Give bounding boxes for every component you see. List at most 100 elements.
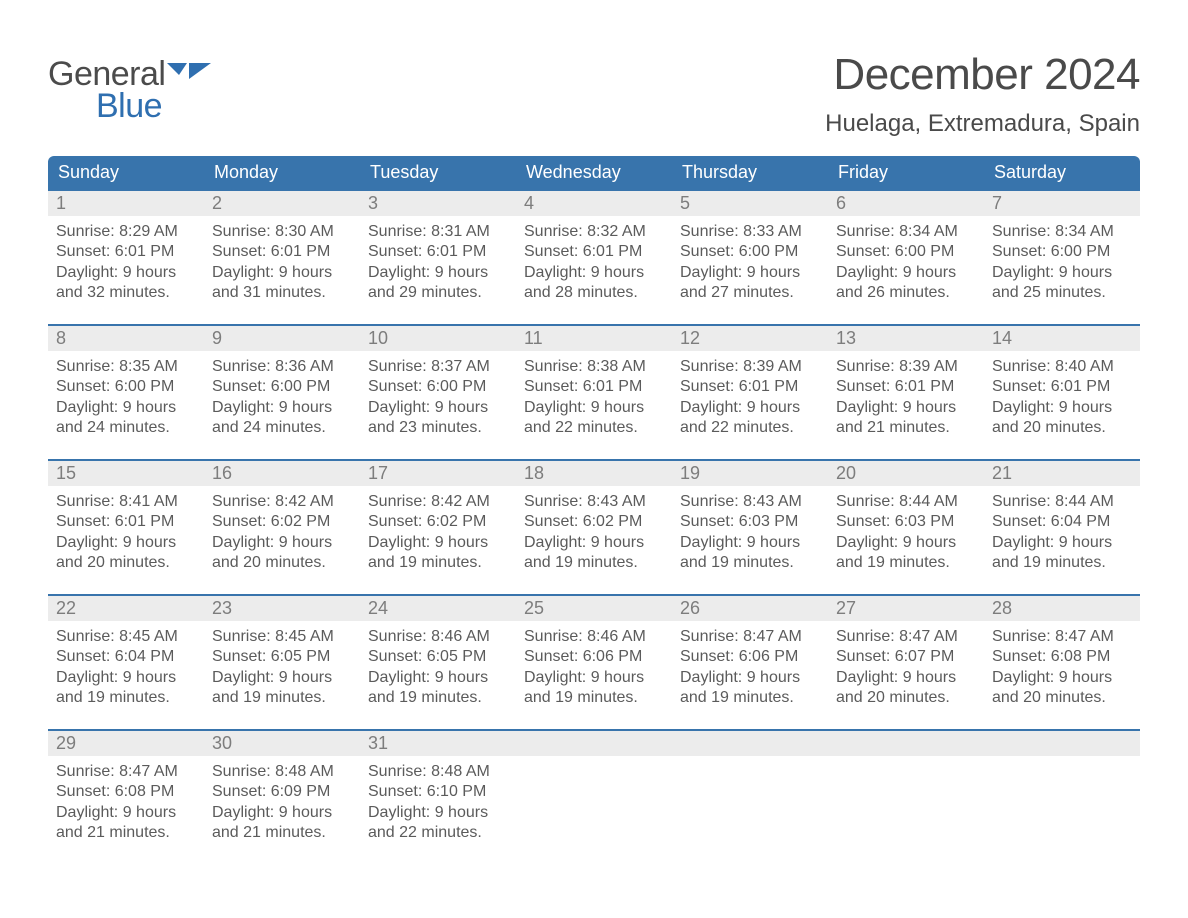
dl2-text: and 19 minutes. [524, 688, 664, 708]
logo-row-2: Blue [48, 90, 211, 122]
day-number-row: 1234567 [48, 191, 1140, 216]
dl1-text: Daylight: 9 hours [212, 668, 352, 688]
dl2-text: and 20 minutes. [212, 553, 352, 573]
day-number: 3 [360, 191, 516, 216]
calendar: Sunday Monday Tuesday Wednesday Thursday… [48, 156, 1140, 848]
sunrise-text: Sunrise: 8:32 AM [524, 222, 664, 242]
day-cell: Sunrise: 8:34 AMSunset: 6:00 PMDaylight:… [984, 216, 1140, 308]
day-cell: Sunrise: 8:48 AMSunset: 6:09 PMDaylight:… [204, 756, 360, 848]
dl2-text: and 19 minutes. [368, 553, 508, 573]
day-number-row: 22232425262728 [48, 596, 1140, 621]
dl2-text: and 19 minutes. [212, 688, 352, 708]
weekday-header: Friday [828, 156, 984, 189]
dl1-text: Daylight: 9 hours [836, 398, 976, 418]
sunset-text: Sunset: 6:04 PM [992, 512, 1132, 532]
sunrise-text: Sunrise: 8:39 AM [680, 357, 820, 377]
dl2-text: and 32 minutes. [56, 283, 196, 303]
sunrise-text: Sunrise: 8:48 AM [212, 762, 352, 782]
sunset-text: Sunset: 6:07 PM [836, 647, 976, 667]
sunset-text: Sunset: 6:05 PM [368, 647, 508, 667]
day-cell: Sunrise: 8:41 AMSunset: 6:01 PMDaylight:… [48, 486, 204, 578]
sunrise-text: Sunrise: 8:42 AM [212, 492, 352, 512]
day-cell: Sunrise: 8:40 AMSunset: 6:01 PMDaylight:… [984, 351, 1140, 443]
dl1-text: Daylight: 9 hours [992, 668, 1132, 688]
dl2-text: and 19 minutes. [56, 688, 196, 708]
dl2-text: and 19 minutes. [992, 553, 1132, 573]
dl1-text: Daylight: 9 hours [368, 668, 508, 688]
sunset-text: Sunset: 6:03 PM [836, 512, 976, 532]
sunrise-text: Sunrise: 8:38 AM [524, 357, 664, 377]
sunset-text: Sunset: 6:01 PM [56, 242, 196, 262]
day-cell: Sunrise: 8:32 AMSunset: 6:01 PMDaylight:… [516, 216, 672, 308]
day-number: 20 [828, 461, 984, 486]
dl1-text: Daylight: 9 hours [836, 263, 976, 283]
dl1-text: Daylight: 9 hours [56, 398, 196, 418]
dl2-text: and 21 minutes. [836, 418, 976, 438]
dl2-text: and 22 minutes. [680, 418, 820, 438]
dl2-text: and 24 minutes. [56, 418, 196, 438]
day-cell [516, 756, 672, 848]
dl2-text: and 28 minutes. [524, 283, 664, 303]
dl2-text: and 31 minutes. [212, 283, 352, 303]
day-cell: Sunrise: 8:45 AMSunset: 6:05 PMDaylight:… [204, 621, 360, 713]
dl1-text: Daylight: 9 hours [368, 803, 508, 823]
day-cell: Sunrise: 8:33 AMSunset: 6:00 PMDaylight:… [672, 216, 828, 308]
dl1-text: Daylight: 9 hours [368, 263, 508, 283]
day-number: 28 [984, 596, 1140, 621]
dl1-text: Daylight: 9 hours [680, 263, 820, 283]
day-cell: Sunrise: 8:42 AMSunset: 6:02 PMDaylight:… [360, 486, 516, 578]
dl2-text: and 20 minutes. [992, 688, 1132, 708]
sunset-text: Sunset: 6:03 PM [680, 512, 820, 532]
dl1-text: Daylight: 9 hours [680, 533, 820, 553]
day-cell: Sunrise: 8:45 AMSunset: 6:04 PMDaylight:… [48, 621, 204, 713]
dl1-text: Daylight: 9 hours [836, 533, 976, 553]
week-row: 15161718192021Sunrise: 8:41 AMSunset: 6:… [48, 459, 1140, 578]
dl1-text: Daylight: 9 hours [368, 533, 508, 553]
weeks-container: 1234567Sunrise: 8:29 AMSunset: 6:01 PMDa… [48, 189, 1140, 848]
dl1-text: Daylight: 9 hours [680, 668, 820, 688]
day-content-row: Sunrise: 8:47 AMSunset: 6:08 PMDaylight:… [48, 756, 1140, 848]
day-cell: Sunrise: 8:39 AMSunset: 6:01 PMDaylight:… [828, 351, 984, 443]
sunset-text: Sunset: 6:02 PM [212, 512, 352, 532]
day-number: 26 [672, 596, 828, 621]
day-number [984, 731, 1140, 756]
day-content-row: Sunrise: 8:35 AMSunset: 6:00 PMDaylight:… [48, 351, 1140, 443]
weekday-header: Wednesday [516, 156, 672, 189]
dl2-text: and 22 minutes. [524, 418, 664, 438]
dl1-text: Daylight: 9 hours [992, 533, 1132, 553]
dl1-text: Daylight: 9 hours [992, 263, 1132, 283]
day-number: 5 [672, 191, 828, 216]
sunrise-text: Sunrise: 8:30 AM [212, 222, 352, 242]
week-row: 22232425262728Sunrise: 8:45 AMSunset: 6:… [48, 594, 1140, 713]
day-number: 10 [360, 326, 516, 351]
weekday-header-row: Sunday Monday Tuesday Wednesday Thursday… [48, 156, 1140, 189]
day-cell: Sunrise: 8:35 AMSunset: 6:00 PMDaylight:… [48, 351, 204, 443]
day-number: 6 [828, 191, 984, 216]
day-number: 14 [984, 326, 1140, 351]
day-content-row: Sunrise: 8:29 AMSunset: 6:01 PMDaylight:… [48, 216, 1140, 308]
dl1-text: Daylight: 9 hours [56, 803, 196, 823]
day-cell [672, 756, 828, 848]
sunrise-text: Sunrise: 8:41 AM [56, 492, 196, 512]
dl1-text: Daylight: 9 hours [368, 398, 508, 418]
sunrise-text: Sunrise: 8:44 AM [836, 492, 976, 512]
day-number: 1 [48, 191, 204, 216]
dl2-text: and 27 minutes. [680, 283, 820, 303]
day-cell: Sunrise: 8:34 AMSunset: 6:00 PMDaylight:… [828, 216, 984, 308]
dl2-text: and 21 minutes. [212, 823, 352, 843]
sunset-text: Sunset: 6:01 PM [524, 242, 664, 262]
sunrise-text: Sunrise: 8:47 AM [836, 627, 976, 647]
day-number: 13 [828, 326, 984, 351]
sunrise-text: Sunrise: 8:43 AM [524, 492, 664, 512]
day-number-row: 15161718192021 [48, 461, 1140, 486]
day-number: 8 [48, 326, 204, 351]
sunset-text: Sunset: 6:01 PM [524, 377, 664, 397]
dl2-text: and 22 minutes. [368, 823, 508, 843]
day-number: 27 [828, 596, 984, 621]
day-cell: Sunrise: 8:42 AMSunset: 6:02 PMDaylight:… [204, 486, 360, 578]
weekday-header: Thursday [672, 156, 828, 189]
sunset-text: Sunset: 6:04 PM [56, 647, 196, 667]
dl1-text: Daylight: 9 hours [212, 398, 352, 418]
day-cell: Sunrise: 8:29 AMSunset: 6:01 PMDaylight:… [48, 216, 204, 308]
logo-word-blue: Blue [96, 87, 162, 125]
